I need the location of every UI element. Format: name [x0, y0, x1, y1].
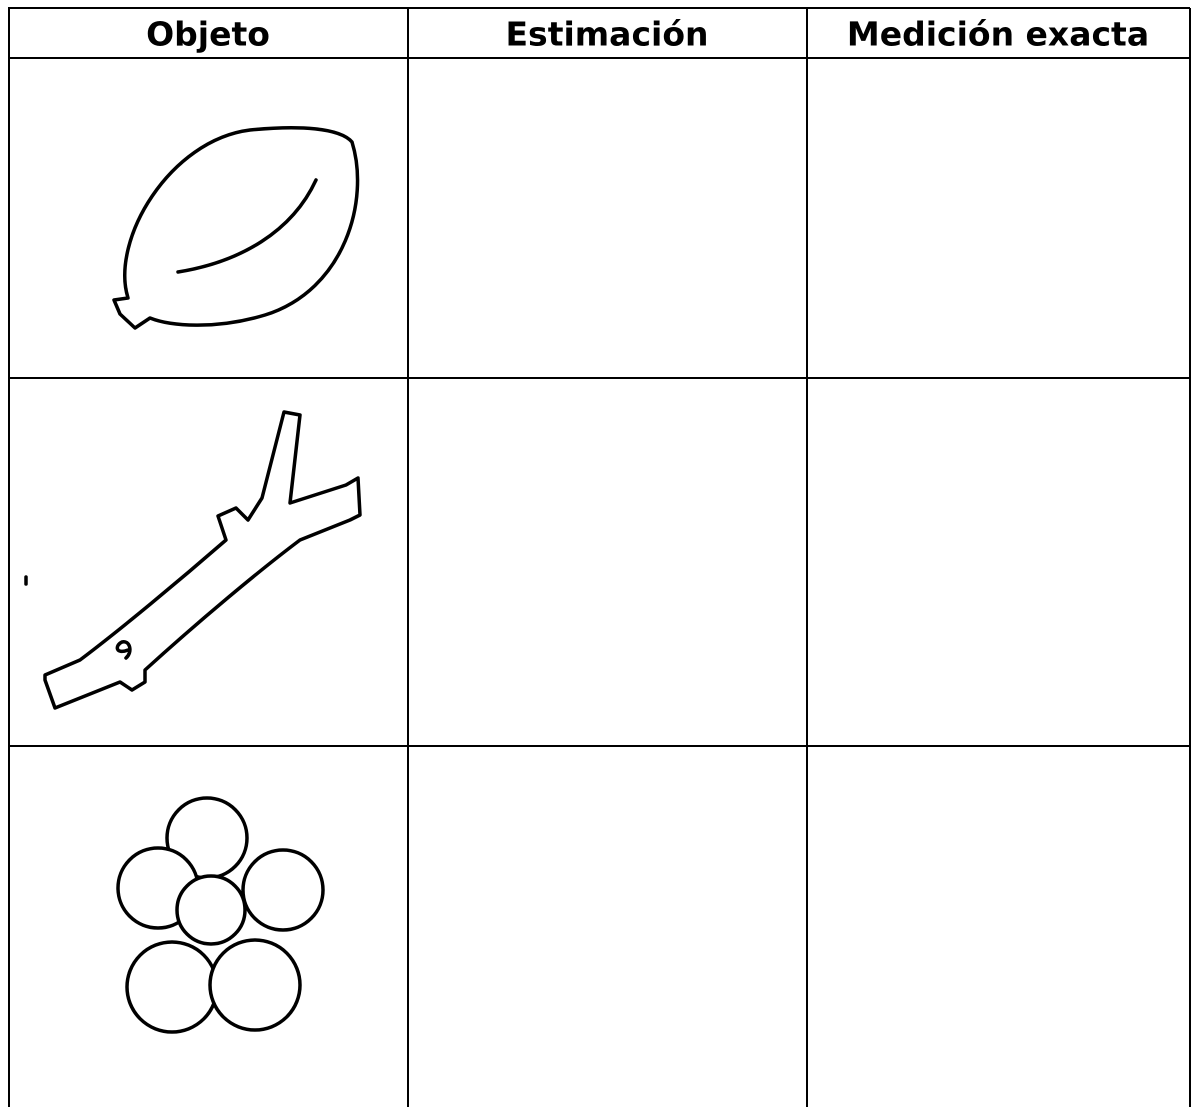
flower-drawing — [116, 796, 325, 1034]
petal — [125, 940, 219, 1034]
twig-drawing — [24, 410, 362, 710]
header-cell: Estimación — [506, 15, 709, 54]
leaf-outline — [112, 126, 360, 330]
twig-knot — [115, 640, 132, 660]
petal — [241, 848, 325, 932]
petal — [208, 938, 302, 1032]
header-cell: Medición exacta — [847, 15, 1149, 54]
flower-center — [175, 874, 247, 946]
header-cell: Objeto — [146, 15, 270, 54]
table-grid — [8, 7, 1191, 1107]
twig-outline — [43, 410, 362, 710]
leaf-vein — [176, 178, 318, 274]
leaf-drawing — [112, 126, 360, 330]
